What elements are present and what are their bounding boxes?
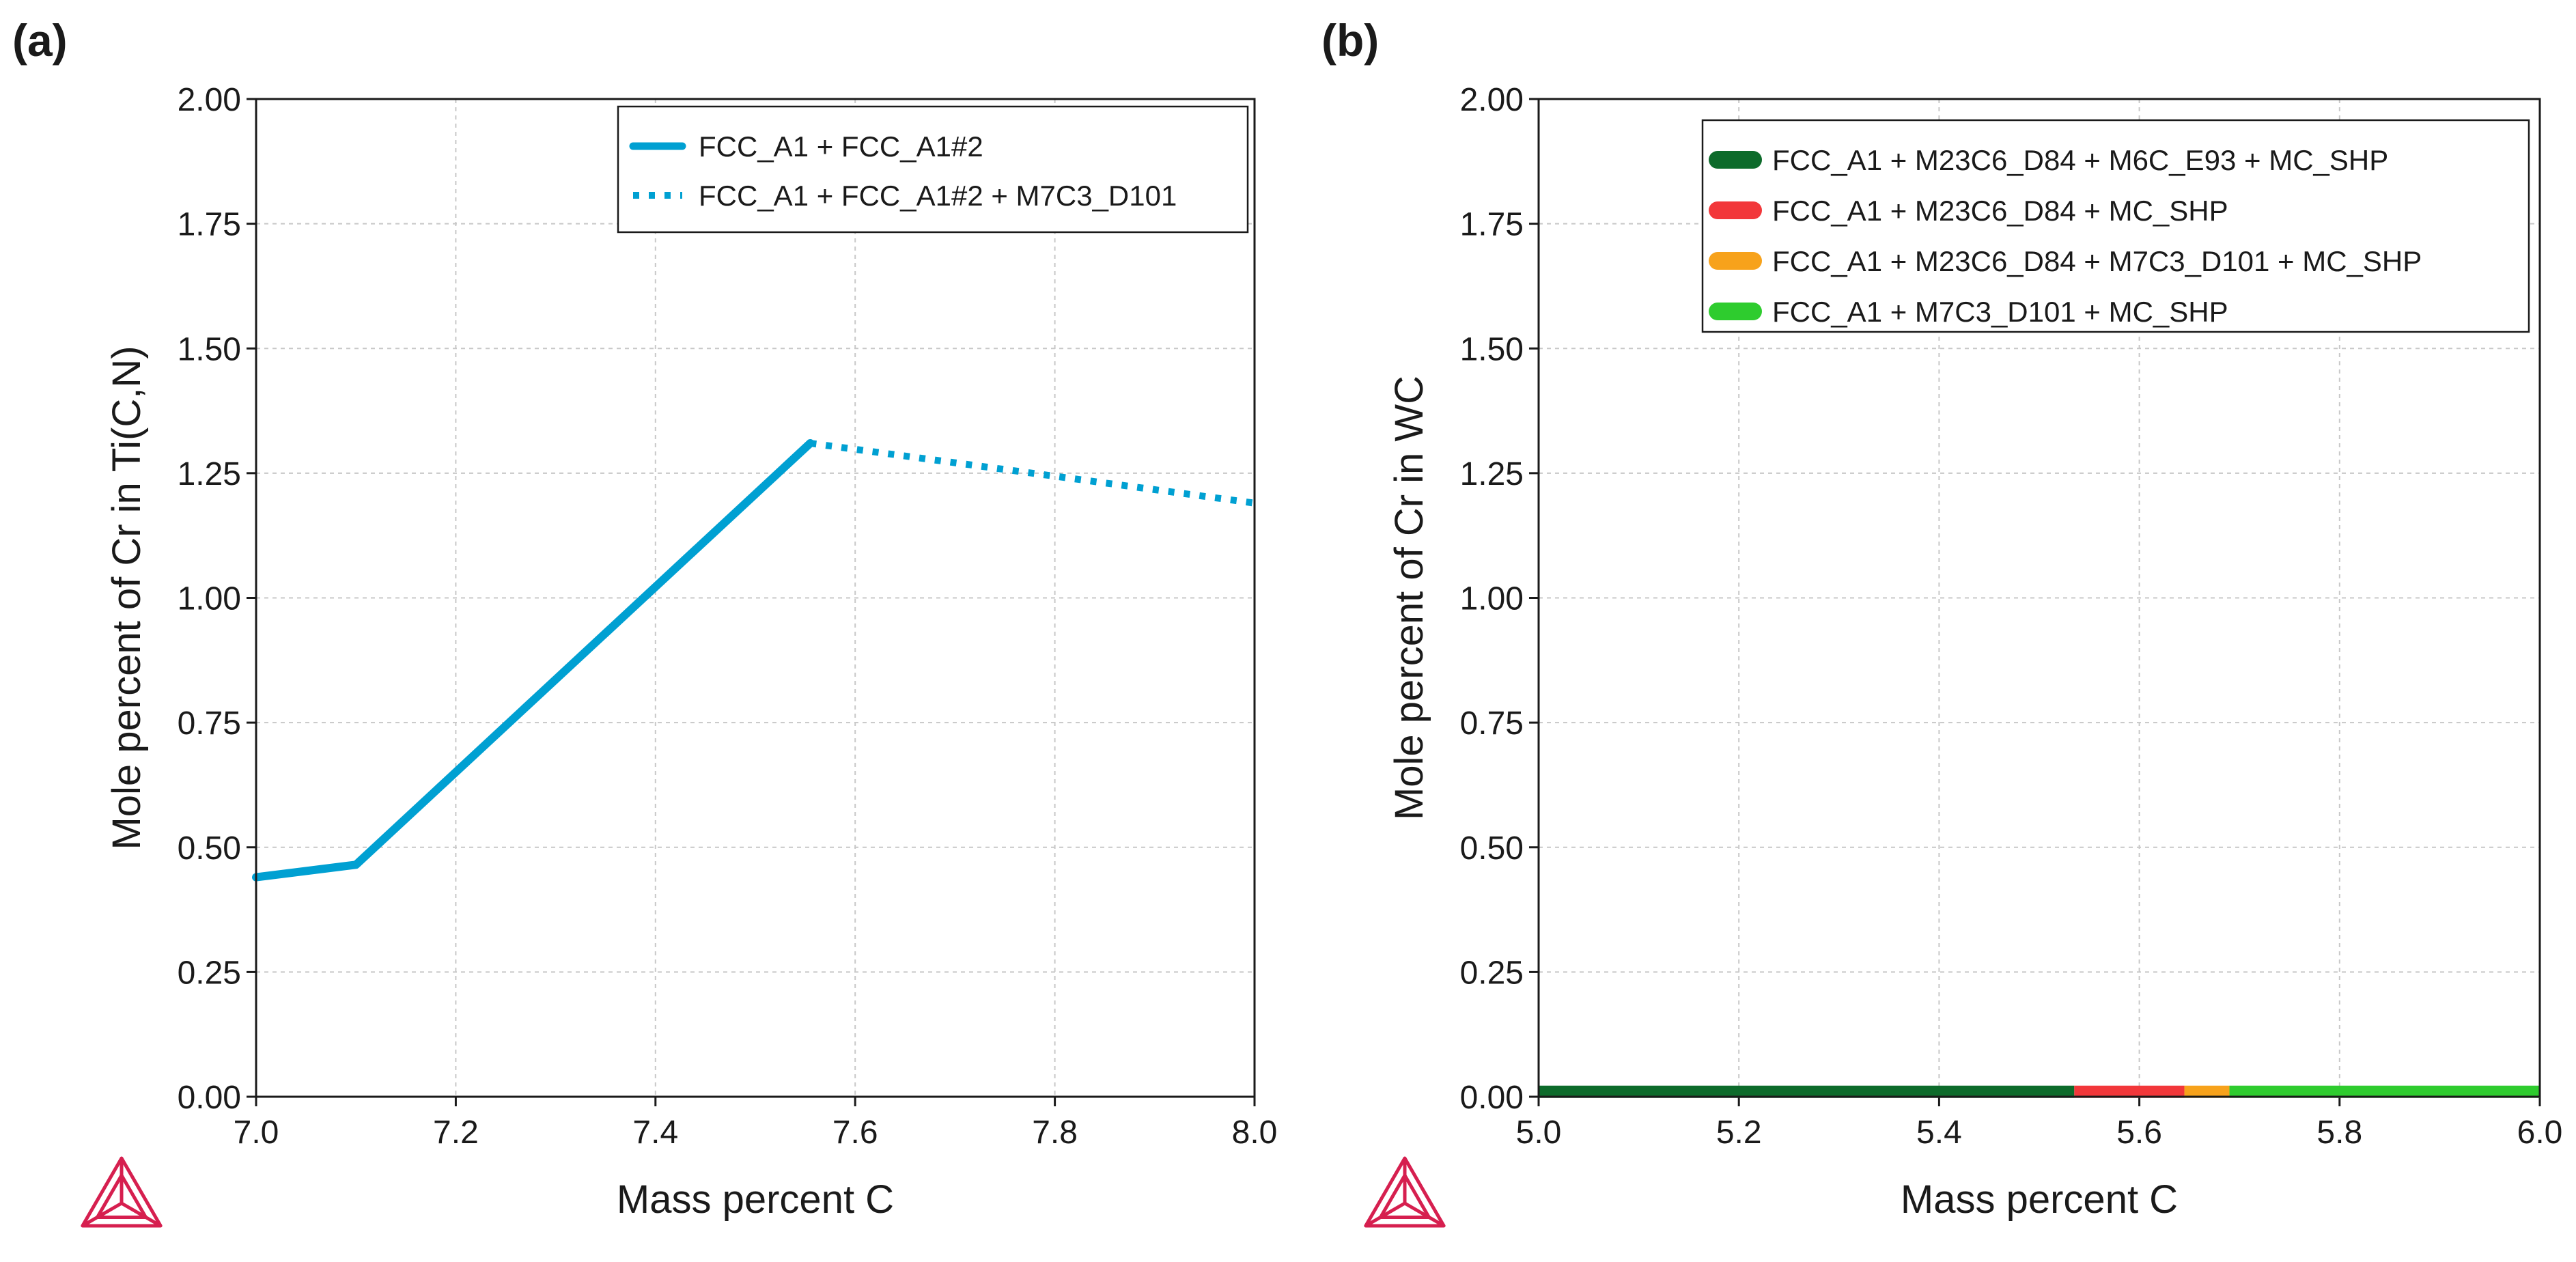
y-tick-label: 0.75 <box>1460 705 1524 742</box>
x-tick-label: 5.2 <box>1716 1114 1762 1151</box>
axes-frame <box>255 98 1256 1098</box>
y-tick-label: 1.00 <box>1460 581 1524 617</box>
thermo-calc-logo-icon <box>1364 1156 1446 1228</box>
x-tick-label: 7.8 <box>1032 1114 1078 1151</box>
y-tick-label: 1.50 <box>178 331 241 367</box>
x-tick-label: 5.4 <box>1916 1114 1962 1151</box>
x-tick-label: 5.0 <box>1516 1114 1562 1151</box>
legend: FCC_A1 + FCC_A1#2 FCC_A1 + FCC_A1#2 + M7C… <box>617 105 1249 234</box>
y-tick-label: 0.75 <box>178 705 241 742</box>
x-axis-title: Mass percent C <box>617 1177 894 1222</box>
logo-outer-triangle <box>81 1156 163 1228</box>
y-tick-label: 0.25 <box>1460 955 1524 991</box>
logo-corner-line <box>1428 1216 1445 1228</box>
logo-inner-triangle <box>96 1173 148 1219</box>
y-tick-label: 1.75 <box>1460 207 1524 243</box>
legend-label-1: FCC_A1 + FCC_A1#2 <box>699 130 983 163</box>
y-tick-label: 1.00 <box>178 581 241 617</box>
axes-frame <box>1537 98 2541 1098</box>
y-tick-label: 1.25 <box>1460 456 1524 492</box>
x-tick-label: 7.6 <box>832 1114 878 1151</box>
y-tick-label: 2.00 <box>1460 82 1524 118</box>
panel-label: (a) <box>12 15 68 66</box>
legend-label-3: FCC_A1 + M23C6_D84 + M7C3_D101 + MC_SHP <box>1772 245 2422 277</box>
x-tick-label: 5.6 <box>2116 1114 2162 1151</box>
logo-corner-line <box>145 1216 162 1228</box>
panel-label: (b) <box>1321 15 1379 66</box>
y-axis-title: Mole percent of Cr in Ti(C,N) <box>104 346 149 850</box>
x-tick-label: 7.0 <box>234 1114 279 1151</box>
y-tick-label: 0.50 <box>1460 830 1524 867</box>
y-tick-label: 1.25 <box>178 456 241 492</box>
legend-label-1: FCC_A1 + M23C6_D84 + M6C_E93 + MC_SHP <box>1772 144 2388 176</box>
legend-label-2: FCC_A1 + FCC_A1#2 + M7C3_D101 <box>699 180 1177 212</box>
chart-panel-b: 5.0 5.2 5.4 5.6 5.8 6.0 0.00 0.25 0.50 0.75 1.00 1.… <box>1321 15 2563 1228</box>
y-tick-label: 0.00 <box>1460 1080 1524 1116</box>
series-line-1 <box>252 439 815 882</box>
legend-box <box>617 105 1249 234</box>
logo-center-line <box>96 1201 123 1219</box>
y-tick-label: 0.00 <box>178 1080 241 1116</box>
legend-label-2: FCC_A1 + M23C6_D84 + MC_SHP <box>1772 195 2228 227</box>
y-tick-label: 2.00 <box>178 82 241 118</box>
y-tick-label: 1.75 <box>178 207 241 243</box>
series-line-2 <box>809 440 1255 507</box>
logo-center-line <box>1403 1201 1430 1219</box>
y-tick-label: 0.25 <box>178 955 241 991</box>
chart-panel-a: 7.0 7.2 7.4 7.6 7.8 8.0 0.00 0.25 0.50 0.75 1.00 1.… <box>12 15 1278 1228</box>
logo-center-line <box>120 1201 147 1219</box>
x-tick-label: 7.2 <box>433 1114 479 1151</box>
x-tick-label: 5.8 <box>2316 1114 2362 1151</box>
logo-corner-line <box>81 1216 98 1228</box>
x-tick-label: 7.4 <box>632 1114 678 1151</box>
logo-inner-triangle <box>1379 1173 1431 1219</box>
x-tick-label: 8.0 <box>1232 1114 1278 1151</box>
logo-center-line <box>1380 1201 1406 1219</box>
x-tick-label: 6.0 <box>2517 1114 2563 1151</box>
legend-label-4: FCC_A1 + M7C3_D101 + MC_SHP <box>1772 296 2228 328</box>
y-tick-label: 0.50 <box>178 830 241 867</box>
legend-box <box>1701 119 2530 333</box>
logo-corner-line <box>1364 1216 1382 1228</box>
thermo-calc-logo-icon <box>81 1156 163 1228</box>
y-tick-label: 1.50 <box>1460 331 1524 367</box>
logo-outer-triangle <box>1364 1156 1446 1228</box>
x-axis-title: Mass percent C <box>1901 1177 2178 1222</box>
legend: FCC_A1 + M23C6_D84 + M6C_E93 + MC_SHP FCC… <box>1701 119 2530 333</box>
y-axis-title: Mole percent of Cr in WC <box>1387 376 1431 820</box>
